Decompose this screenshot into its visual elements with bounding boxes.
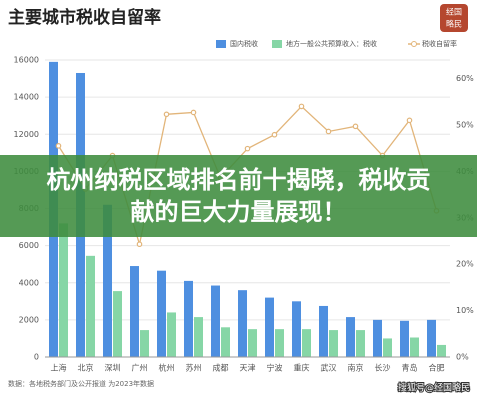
bar: [130, 266, 139, 357]
x-tick-label: 武汉: [321, 363, 337, 373]
x-tick-label: 北京: [78, 363, 94, 373]
y-tick-label: 16000: [14, 56, 39, 65]
y-tick-label: 12000: [14, 130, 39, 139]
banner: 杭州纳税区域排名前十揭晓，税收贡献的巨大力量展现！: [0, 155, 477, 237]
x-tick-label: 青岛: [402, 363, 418, 373]
logo-text: 略民: [446, 19, 462, 29]
x-tick-label: 成都: [213, 363, 229, 373]
bar: [346, 317, 355, 357]
bar: [400, 320, 409, 357]
y-tick-label: 0: [34, 353, 39, 362]
bar: [319, 305, 328, 357]
x-tick-label: 上海: [51, 363, 67, 373]
line-point: [190, 109, 197, 116]
y-tick-label: 6000: [19, 241, 39, 250]
y2-tick-label: 50%: [456, 120, 474, 129]
legend-swatch: [411, 41, 417, 47]
logo-text: 经国: [446, 7, 462, 17]
x-tick-label: 苏州: [186, 363, 202, 373]
bar: [211, 285, 220, 357]
bar: [59, 223, 68, 357]
bar: [275, 329, 284, 357]
bar: [356, 330, 365, 357]
logo: [440, 4, 468, 32]
x-tick-label: 天津: [240, 363, 256, 373]
x-tick-label: 合肥: [429, 363, 445, 373]
bar: [427, 319, 436, 357]
chart-title: 主要城市税收自留率: [8, 7, 161, 28]
x-tick-label: 重庆: [294, 363, 310, 373]
line-point: [271, 131, 278, 138]
x-tick-label: 广州: [132, 363, 148, 373]
line-point: [298, 103, 305, 110]
bar: [329, 330, 338, 357]
bar: [437, 344, 446, 357]
legend-label: 国内税收: [230, 39, 258, 48]
bar: [410, 337, 419, 357]
watermark: 搜狐号@经国略民: [398, 382, 470, 394]
line-point: [325, 128, 332, 135]
y-tick-label: 2000: [19, 315, 39, 324]
y2-tick-label: 60%: [456, 74, 474, 83]
line-point: [136, 241, 143, 248]
bar: [373, 319, 382, 357]
line-point: [244, 145, 251, 152]
bar: [265, 297, 274, 357]
y-tick-label: 4000: [19, 278, 39, 287]
bar: [221, 327, 230, 357]
bar: [194, 317, 203, 357]
bar: [292, 301, 301, 357]
bar: [140, 330, 149, 357]
headline: 杭州纳税区域排名前十揭晓，税收贡献的巨大力量展现！: [46, 166, 431, 226]
x-tick-label: 宁波: [267, 363, 283, 373]
bar: [238, 290, 247, 357]
x-tick-label: 南京: [348, 363, 364, 373]
bar: [302, 329, 311, 357]
legend-label: 税收自留率: [422, 39, 457, 48]
bar: [167, 312, 176, 357]
source: 数据：各地税务部门及公开报道 为2023年数据: [8, 379, 154, 388]
y2-tick-label: 10%: [456, 306, 474, 315]
bar: [157, 270, 166, 357]
bar: [113, 291, 122, 357]
bar: [86, 255, 95, 357]
x-tick-label: 长沙: [375, 363, 391, 373]
bar: [184, 280, 193, 357]
legend-swatch: [272, 40, 282, 48]
y2-tick-label: 20%: [456, 260, 474, 269]
bar: [103, 204, 112, 357]
y-tick-label: 14000: [14, 93, 39, 102]
line-point: [163, 111, 170, 118]
legend-swatch: [216, 40, 226, 48]
line-point: [55, 143, 62, 149]
bar: [383, 338, 392, 357]
legend-label: 地方一般公共预算收入：税收: [286, 39, 377, 48]
x-tick-label: 深圳: [105, 363, 121, 373]
bar: [248, 329, 257, 357]
line-point: [406, 117, 413, 124]
y2-tick-label: 0%: [456, 353, 469, 362]
line-point: [352, 123, 359, 130]
x-tick-label: 杭州: [159, 363, 175, 373]
